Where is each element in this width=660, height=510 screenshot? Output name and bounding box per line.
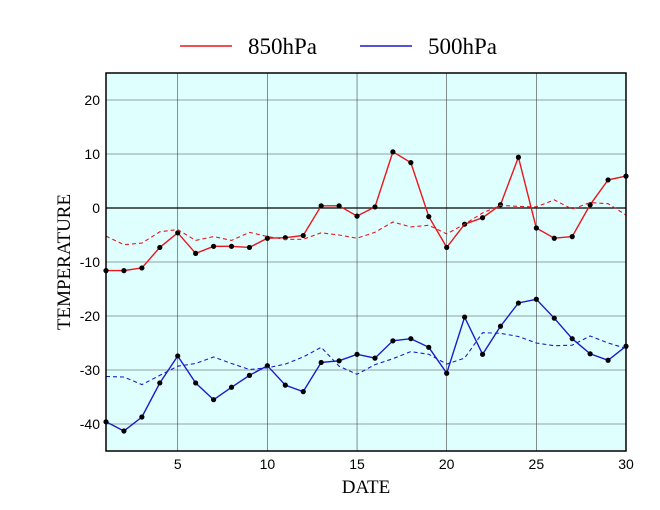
data-point bbox=[462, 314, 468, 320]
data-point bbox=[551, 235, 557, 241]
data-point bbox=[282, 382, 288, 388]
y-tick-label: 20 bbox=[84, 92, 100, 108]
data-point bbox=[121, 268, 127, 274]
data-point bbox=[444, 244, 450, 251]
data-point bbox=[605, 357, 611, 363]
x-tick-label: 5 bbox=[174, 456, 182, 472]
data-point bbox=[175, 230, 181, 236]
data-point bbox=[497, 323, 504, 329]
series-line-0 bbox=[106, 150, 627, 272]
legend-label-500hpa: 500hPa bbox=[428, 34, 497, 59]
data-point bbox=[426, 214, 432, 220]
data-point bbox=[479, 215, 486, 221]
x-tick-label: 30 bbox=[618, 456, 634, 472]
series-line-2 bbox=[105, 298, 627, 432]
data-point bbox=[587, 351, 593, 357]
x-tick-label: 10 bbox=[260, 456, 276, 472]
data-point bbox=[426, 344, 432, 350]
y-tick-label: 0 bbox=[92, 200, 100, 216]
data-point bbox=[515, 154, 522, 160]
series-line-1 bbox=[105, 199, 627, 246]
y-tick-label: -20 bbox=[80, 308, 100, 324]
data-point bbox=[157, 244, 163, 251]
x-axis-title: DATE bbox=[342, 477, 391, 498]
data-point bbox=[372, 355, 378, 361]
data-point bbox=[246, 244, 253, 251]
series-line-3 bbox=[105, 332, 627, 386]
data-point bbox=[569, 234, 575, 240]
data-point bbox=[228, 243, 235, 249]
data-point bbox=[264, 363, 270, 369]
data-point bbox=[390, 149, 396, 155]
data-point bbox=[318, 359, 324, 366]
data-point bbox=[408, 336, 414, 342]
data-point bbox=[408, 160, 414, 166]
y-tick-label: 10 bbox=[84, 146, 100, 162]
data-point bbox=[264, 235, 270, 241]
y-tick-label: -40 bbox=[80, 416, 100, 432]
plot-frame bbox=[105, 72, 627, 452]
data-point bbox=[318, 203, 324, 209]
data-point bbox=[228, 384, 235, 390]
data-point bbox=[390, 338, 396, 344]
data-point bbox=[372, 204, 378, 210]
data-point bbox=[300, 389, 306, 395]
data-point bbox=[605, 177, 611, 183]
y-axis-title: TEMPERATURE bbox=[54, 194, 75, 330]
y-tick-label: -30 bbox=[80, 362, 100, 378]
data-point bbox=[246, 372, 253, 378]
data-point bbox=[515, 300, 522, 306]
data-point bbox=[193, 250, 199, 256]
data-point bbox=[210, 397, 217, 403]
data-point bbox=[354, 351, 360, 357]
data-point bbox=[193, 380, 199, 386]
data-point bbox=[533, 296, 539, 302]
data-point bbox=[175, 353, 181, 359]
data-point bbox=[336, 358, 342, 364]
data-point bbox=[551, 315, 557, 321]
data-point bbox=[354, 213, 360, 219]
x-tick-label: 20 bbox=[439, 456, 455, 472]
x-tick-label: 25 bbox=[529, 456, 545, 472]
series-group bbox=[103, 149, 629, 434]
data-point bbox=[336, 203, 342, 209]
data-point bbox=[479, 351, 486, 357]
data-point bbox=[139, 265, 145, 271]
legend: 850hPa 500hPa bbox=[180, 34, 497, 59]
legend-label-850hpa: 850hPa bbox=[248, 34, 317, 59]
data-point bbox=[157, 380, 163, 386]
data-point bbox=[444, 370, 450, 376]
data-point bbox=[139, 414, 145, 420]
data-point bbox=[569, 336, 575, 342]
data-point bbox=[121, 428, 127, 434]
data-point bbox=[300, 232, 306, 239]
data-point bbox=[533, 225, 539, 231]
x-tick-label: 15 bbox=[349, 456, 365, 472]
y-tick-label: -10 bbox=[80, 254, 100, 270]
tick-labels: 5 10 15 20 25 30 -40 -30 -20 -10 0 10 20 bbox=[80, 92, 634, 472]
data-point bbox=[210, 243, 217, 249]
